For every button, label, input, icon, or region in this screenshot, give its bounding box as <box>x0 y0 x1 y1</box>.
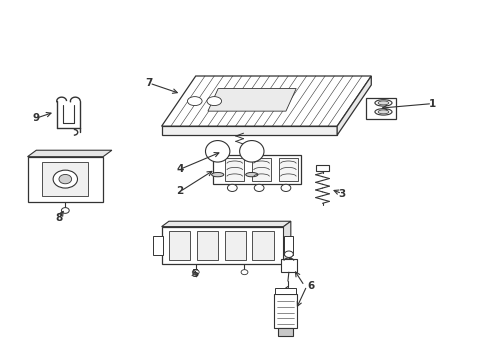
Text: 3: 3 <box>338 189 345 199</box>
Bar <box>277 328 293 336</box>
Bar <box>224 158 244 181</box>
Ellipse shape <box>206 96 221 105</box>
Text: 7: 7 <box>145 78 153 88</box>
Ellipse shape <box>239 140 264 162</box>
Ellipse shape <box>187 96 202 105</box>
Bar <box>27 157 103 202</box>
Circle shape <box>227 184 237 192</box>
Bar <box>252 231 273 260</box>
Polygon shape <box>207 89 296 111</box>
Bar <box>283 235 293 255</box>
Text: 4: 4 <box>176 164 183 174</box>
Text: 6: 6 <box>306 281 313 291</box>
Polygon shape <box>336 76 370 135</box>
Text: 9: 9 <box>32 113 40 123</box>
Circle shape <box>281 184 290 192</box>
Bar <box>278 158 298 181</box>
Ellipse shape <box>374 109 391 115</box>
Ellipse shape <box>374 100 391 106</box>
Polygon shape <box>366 98 395 119</box>
Polygon shape <box>161 126 336 135</box>
Bar <box>42 162 88 196</box>
Text: 2: 2 <box>176 186 183 197</box>
Bar <box>161 226 283 264</box>
Bar <box>153 235 162 255</box>
Polygon shape <box>161 221 290 226</box>
Bar <box>196 231 218 260</box>
Bar <box>281 258 296 272</box>
Circle shape <box>254 184 264 192</box>
Ellipse shape <box>377 101 388 105</box>
Bar <box>315 165 329 171</box>
Circle shape <box>53 170 77 188</box>
Text: 5: 5 <box>191 269 198 279</box>
Circle shape <box>284 251 293 257</box>
Circle shape <box>192 270 199 275</box>
Text: 8: 8 <box>56 213 62 222</box>
Circle shape <box>61 208 69 213</box>
Circle shape <box>241 270 247 275</box>
Polygon shape <box>283 221 290 264</box>
Ellipse shape <box>377 110 388 114</box>
Ellipse shape <box>211 172 224 177</box>
Bar <box>251 158 271 181</box>
Text: 1: 1 <box>427 99 435 109</box>
Bar <box>275 288 295 294</box>
Polygon shape <box>212 155 300 184</box>
Bar <box>273 294 297 328</box>
Bar <box>224 231 245 260</box>
Bar <box>168 231 190 260</box>
Ellipse shape <box>245 172 257 177</box>
Circle shape <box>59 175 72 184</box>
Polygon shape <box>161 76 370 126</box>
Polygon shape <box>27 150 112 157</box>
Ellipse shape <box>205 140 229 162</box>
